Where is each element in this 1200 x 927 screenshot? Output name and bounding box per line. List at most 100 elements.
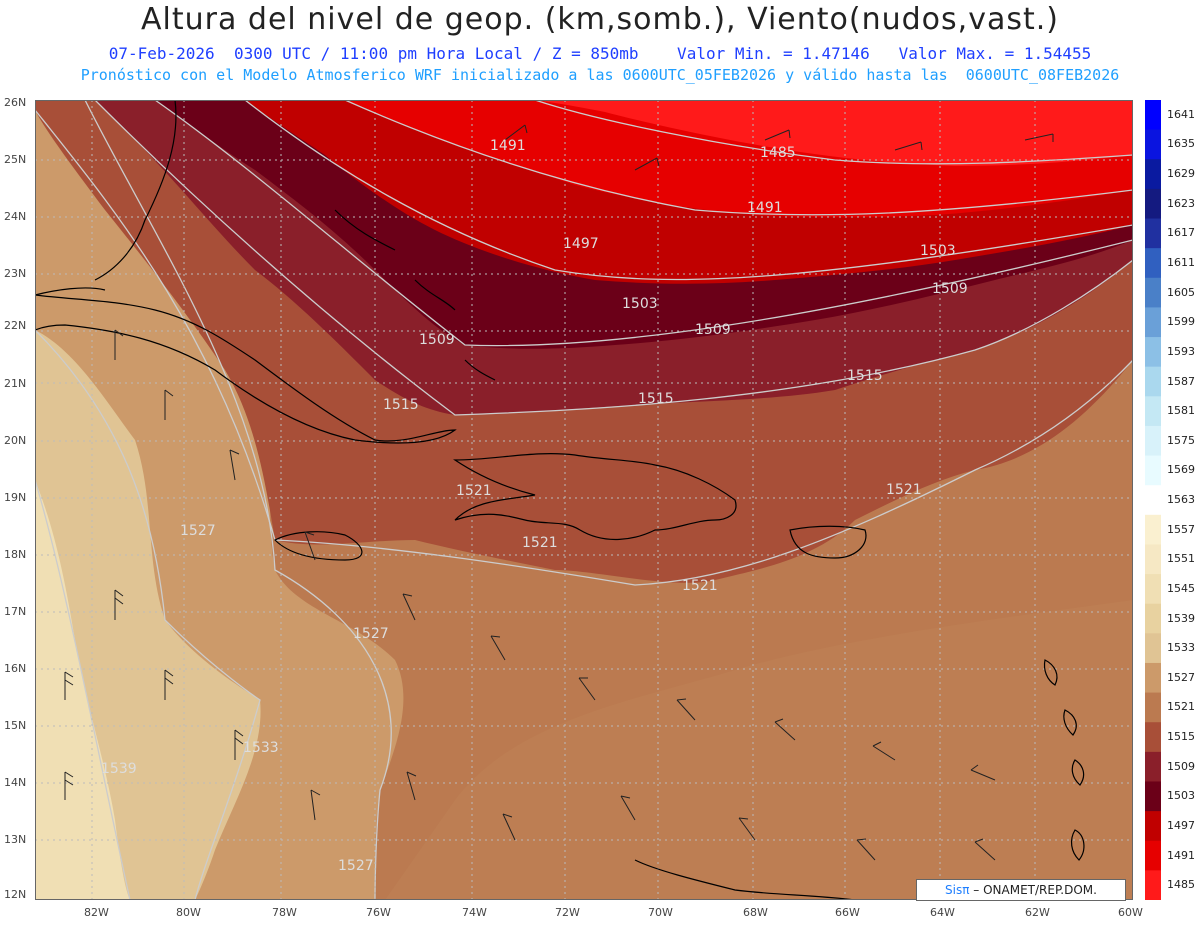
legend-label: 1539 (1167, 611, 1195, 625)
legend-label: 1575 (1167, 433, 1195, 447)
coastlines (35, 100, 1085, 900)
lon-label: 82W (84, 906, 109, 919)
lat-label: 26N (4, 96, 27, 109)
lon-label: 76W (366, 906, 391, 919)
legend-swatch (1145, 277, 1161, 308)
legend-label: 1587 (1167, 374, 1195, 388)
contour-label: 1497 (563, 236, 599, 252)
contour-label: 1491 (490, 138, 526, 154)
contour-label: 1503 (622, 296, 658, 312)
legend-label: 1557 (1167, 522, 1195, 536)
legend-swatch (1145, 425, 1161, 457)
contour-label: 1509 (932, 281, 968, 297)
credit-text: – ONAMET/REP.DOM. (969, 883, 1097, 897)
lat-label: 18N (4, 548, 27, 561)
contour-label: 1521 (456, 483, 492, 499)
lat-label: 25N (4, 153, 27, 166)
contour-label: 1485 (760, 145, 796, 161)
model-info-line: Pronóstico con el Modelo Atmosferico WRF… (80, 66, 1120, 84)
lat-label: 23N (4, 267, 27, 280)
lon-label: 78W (272, 906, 297, 919)
legend-swatch (1145, 870, 1161, 900)
legend-label: 1521 (1167, 700, 1195, 714)
contour-label: 1521 (886, 482, 922, 498)
legend-label: 1617 (1167, 226, 1195, 240)
legend-label: 1545 (1167, 581, 1195, 595)
contour-label: 1527 (180, 523, 216, 539)
legend-swatch (1145, 811, 1161, 842)
legend-swatch (1145, 396, 1161, 427)
lon-label: 60W (1118, 906, 1143, 919)
legend-swatch (1145, 366, 1161, 397)
legend-label: 1569 (1167, 463, 1195, 477)
lat-label: 13N (4, 833, 27, 846)
forecast-map: 1491 1485 1491 1497 1503 1503 1509 1509 … (35, 100, 1133, 900)
legend-label: 1563 (1167, 493, 1195, 506)
contour-label: 1533 (243, 740, 279, 756)
legend-swatch (1145, 307, 1161, 338)
legend-swatch (1145, 129, 1161, 160)
lat-label: 14N (4, 776, 27, 789)
legend-swatch (1145, 840, 1161, 871)
contour-label: 1521 (522, 535, 558, 551)
legend-swatch (1145, 455, 1161, 486)
contour-label: 1515 (383, 397, 419, 413)
lon-label: 68W (743, 906, 768, 919)
legend-swatch (1145, 722, 1161, 753)
lon-label: 72W (555, 906, 580, 919)
contour-label: 1509 (695, 322, 731, 338)
legend-swatch (1145, 603, 1161, 634)
lat-label: 17N (4, 605, 27, 618)
contour-label: 1515 (638, 391, 674, 407)
legend-swatch (1145, 337, 1161, 368)
legend-swatch (1145, 514, 1161, 545)
legend-swatch (1145, 633, 1161, 664)
color-legend (1145, 100, 1161, 900)
contour-label: 1503 (920, 243, 956, 259)
lat-label: 19N (4, 491, 27, 504)
band-1539 (35, 480, 130, 900)
legend-swatch (1145, 100, 1161, 131)
lon-label: 74W (462, 906, 487, 919)
legend-label: 1533 (1167, 641, 1195, 655)
legend-swatch (1145, 692, 1161, 723)
contour-label: 1491 (747, 200, 783, 216)
sis-logo-text: Sisπ (945, 883, 970, 897)
lon-label: 70W (648, 906, 673, 919)
legend-label: 1527 (1167, 670, 1195, 684)
legend-label: 1551 (1167, 552, 1195, 566)
contour-label: 1515 (847, 368, 883, 384)
credit-box: Sisπ – ONAMET/REP.DOM. (916, 879, 1126, 901)
legend-swatch (1145, 544, 1161, 575)
contour-label: 1521 (682, 578, 718, 594)
legend-label: 1491 (1167, 848, 1195, 862)
legend-swatch (1145, 159, 1161, 190)
legend-swatch (1145, 485, 1161, 516)
contour-label: 1527 (338, 858, 374, 874)
legend-label: 1503 (1167, 789, 1195, 803)
lat-label: 16N (4, 662, 27, 675)
legend-swatch (1145, 662, 1161, 694)
lat-label: 22N (4, 319, 27, 332)
map-title: Altura del nivel de geop. (km,somb.), Vi… (141, 2, 1059, 37)
legend-label: 1485 (1167, 878, 1195, 892)
contour-label: 1527 (353, 626, 389, 642)
lon-label: 66W (835, 906, 860, 919)
legend-label: 1497 (1167, 818, 1195, 832)
legend-swatch (1145, 751, 1161, 782)
band-1485 (535, 100, 1133, 166)
contour-label: 1509 (419, 332, 455, 348)
legend-swatch (1145, 574, 1161, 605)
legend-label: 1599 (1167, 315, 1195, 329)
legend-label: 1623 (1167, 196, 1195, 210)
legend-swatch (1145, 781, 1161, 812)
legend-label: 1605 (1167, 285, 1195, 299)
valid-time-line: 07-Feb-2026 0300 UTC / 11:00 pm Hora Loc… (108, 44, 1092, 63)
legend-label: 1641 (1167, 107, 1195, 121)
legend-label: 1611 (1167, 256, 1195, 269)
legend-label: 1581 (1167, 404, 1195, 418)
lon-label: 62W (1025, 906, 1050, 919)
contour-label: 1539 (101, 761, 137, 777)
legend-swatch (1145, 218, 1161, 249)
lon-label: 80W (176, 906, 201, 919)
